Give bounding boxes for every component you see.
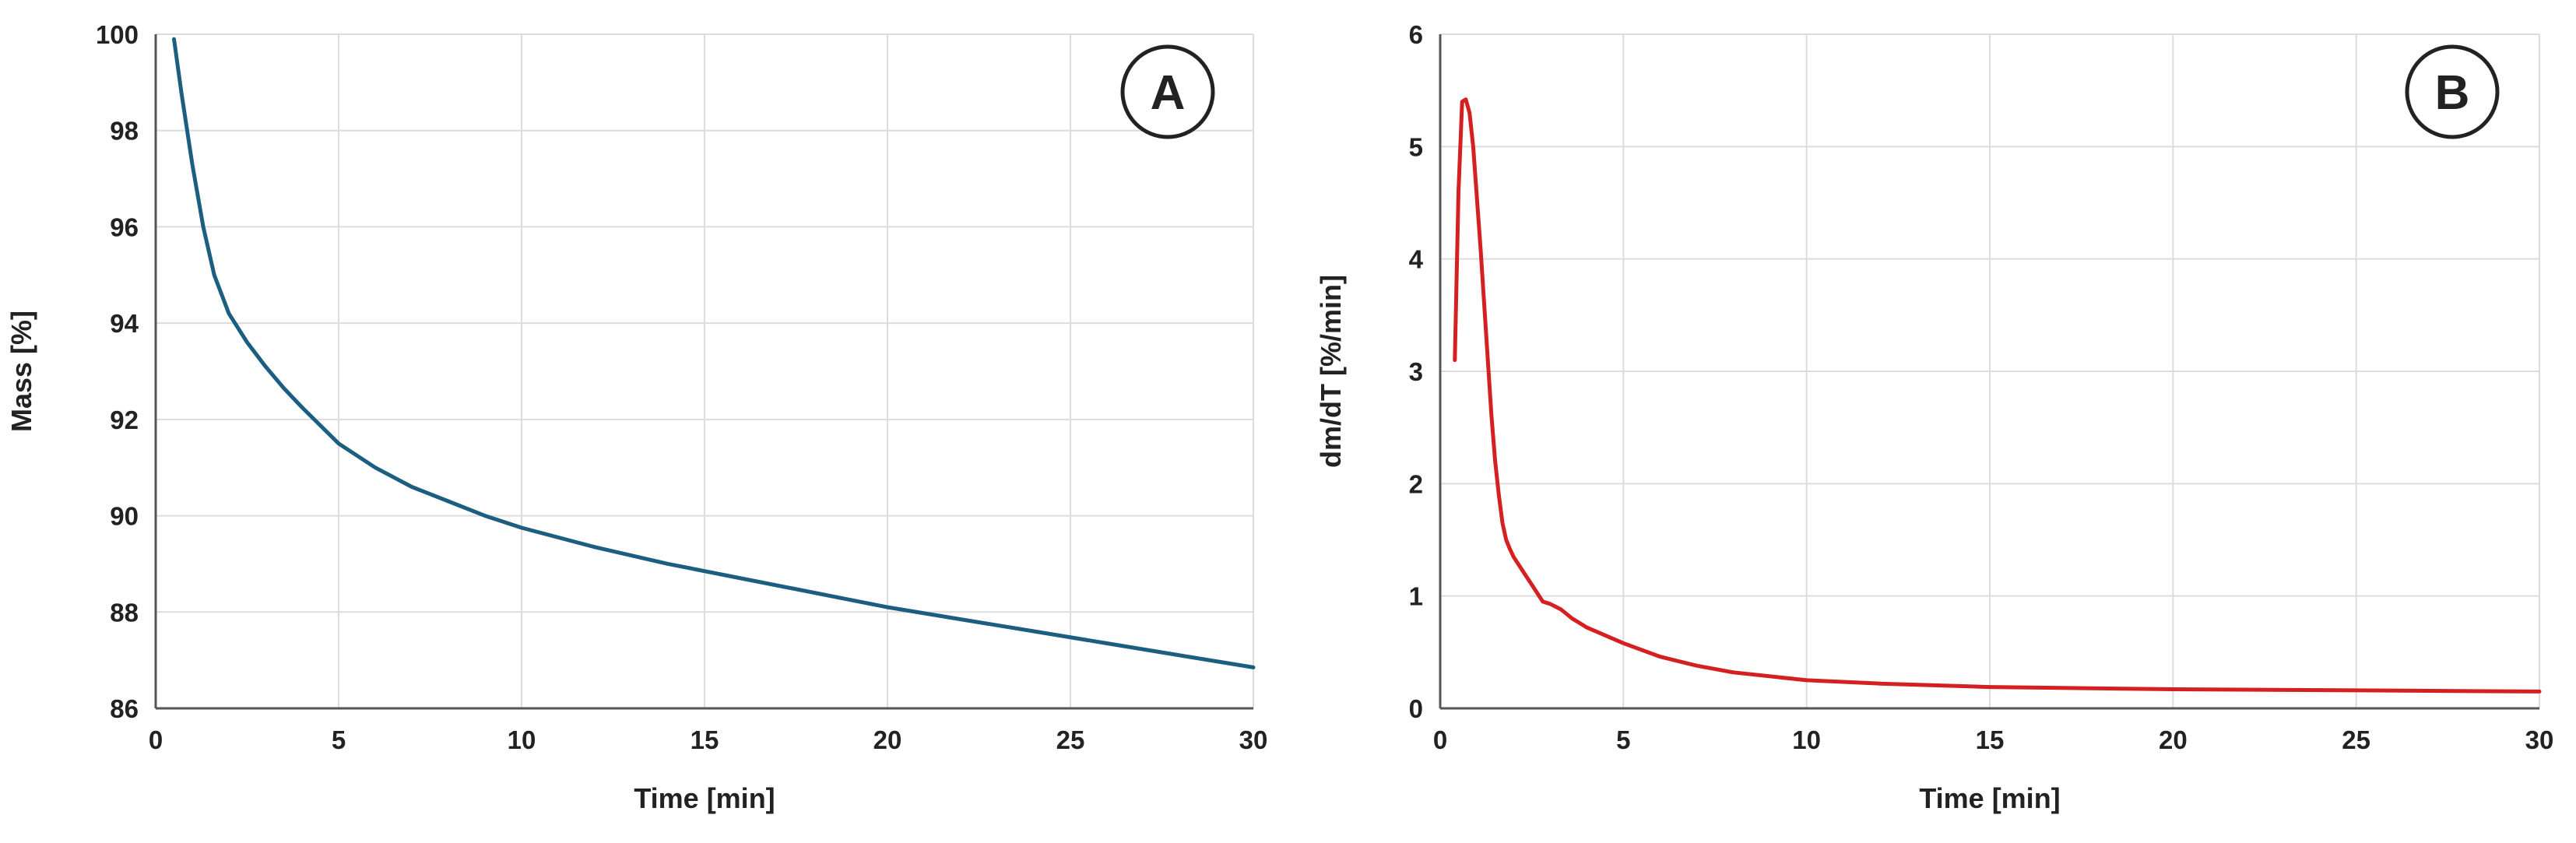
panel-a-x-tick-label: 15: [691, 725, 719, 754]
panel-b-chart: 0 5 10 15 20 25 30 0 1 2 3 4 5 6 Time [min] dm/dT [%/mi…: [1315, 20, 2553, 814]
panel-b-y-tick-label: 6: [1409, 20, 1423, 49]
panel-a-x-tick-label: 5: [332, 725, 346, 754]
panel-a-x-tick-label: 30: [1239, 725, 1268, 754]
panel-a-series-line: [172, 37, 1256, 669]
panel-a-letter: A: [1151, 66, 1186, 120]
panel-b-letter: B: [2435, 66, 2470, 120]
panel-b-y-tick-label: 0: [1409, 694, 1423, 723]
panel-a-y-tick-label: 96: [110, 213, 139, 241]
panel-a-x-tick-label: 25: [1056, 725, 1085, 754]
panel-a-y-tick-label: 100: [96, 20, 139, 49]
panel-b-x-tick-label: 10: [1792, 725, 1821, 754]
panel-a-y-axis-label: Mass [%]: [5, 311, 37, 432]
panel-b-y-tick-label: 1: [1409, 582, 1423, 611]
panel-a-y-tick-label: 86: [110, 694, 139, 723]
panel-b-y-axis-label: dm/dT [%/min]: [1315, 275, 1347, 468]
panel-a-x-tick-label: 10: [508, 725, 536, 754]
panel-b-x-tick-label: 25: [2342, 725, 2370, 754]
panel-b-y-tick-label: 2: [1409, 469, 1423, 498]
panel-b-x-tick-label: 0: [1433, 725, 1447, 754]
panel-b-y-tick-label: 4: [1409, 245, 1424, 274]
panel-a-y-tick-label: 92: [110, 406, 139, 434]
panel-a-y-tick-label: 88: [110, 598, 139, 627]
panel-b-x-tick-label: 5: [1616, 725, 1630, 754]
panel-b-x-tick-label: 15: [1976, 725, 2005, 754]
panel-a-y-tick-label: 94: [110, 309, 139, 338]
panel-a-x-tick-label: 20: [873, 725, 902, 754]
panel-a-y-tick-label: 90: [110, 502, 139, 531]
panel-b-series-line: [1453, 97, 2542, 694]
panel-b-y-tick-label: 5: [1409, 132, 1423, 161]
panel-b-y-tick-label: 3: [1409, 357, 1423, 386]
panel-b-x-axis-label: Time [min]: [1919, 782, 2060, 814]
panel-b-x-tick-label: 30: [2525, 725, 2554, 754]
panel-a-x-axis-label: Time [min]: [634, 782, 775, 814]
panel-a-y-tick-label: 98: [110, 117, 139, 146]
panel-b-letter-badge: [2405, 44, 2500, 139]
panel-a-letter-badge: [1120, 44, 1215, 139]
panel-a-x-tick-label: 0: [149, 725, 163, 754]
panel-b-x-tick-label: 20: [2159, 725, 2188, 754]
panel-a-chart: 0 5 10 15 20 25 30 86 88 90 92 94 96 98 100 Time [min] M…: [5, 20, 1267, 814]
